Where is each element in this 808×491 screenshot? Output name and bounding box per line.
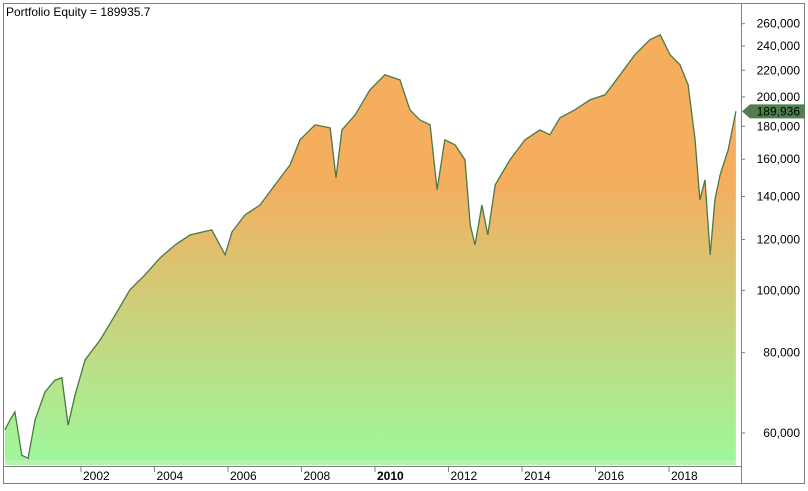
equity-area [4, 34, 736, 461]
y-tick-label: 240,000 [757, 39, 801, 53]
x-tick-label: 2008 [304, 469, 331, 483]
last-value-label: 189,936 [757, 104, 801, 118]
x-tick-label: 2016 [598, 469, 625, 483]
plot-area [4, 34, 737, 465]
x-tick-label: 2010 [377, 469, 404, 483]
y-tick-label: 220,000 [757, 63, 801, 77]
x-tick-label: 2004 [157, 469, 184, 483]
equity-line [4, 34, 737, 460]
x-axis: 2002 2004 2006 2008 2010 2012 2014 2016 2018 [80, 467, 698, 483]
y-tick-label: 80,000 [763, 346, 800, 360]
x-tick-label: 2002 [83, 469, 110, 483]
y-tick-label: 120,000 [757, 232, 801, 246]
y-tick-label: 180,000 [757, 119, 801, 133]
y-tick-label: 200,000 [757, 90, 801, 104]
y-tick-label: 140,000 [757, 189, 801, 203]
area-base-strip [4, 460, 736, 465]
y-tick-label: 100,000 [757, 283, 801, 297]
y-tick-label: 260,000 [757, 17, 801, 31]
x-tick-label: 2012 [451, 469, 478, 483]
y-axis: 60,000 80,000 100,000 120,000 140,000 160,000… [741, 17, 800, 440]
x-tick-label: 2006 [230, 469, 257, 483]
y-tick-label: 60,000 [763, 426, 800, 440]
y-tick-label: 160,000 [757, 152, 801, 166]
last-value-marker: 189,936 [742, 104, 805, 119]
chart-title: Portfolio Equity = 189935.7 [6, 5, 151, 19]
x-tick-label: 2014 [524, 469, 551, 483]
y-axis-border [741, 3, 805, 484]
last-value-flag [742, 104, 805, 119]
x-tick-label: 2018 [671, 469, 698, 483]
